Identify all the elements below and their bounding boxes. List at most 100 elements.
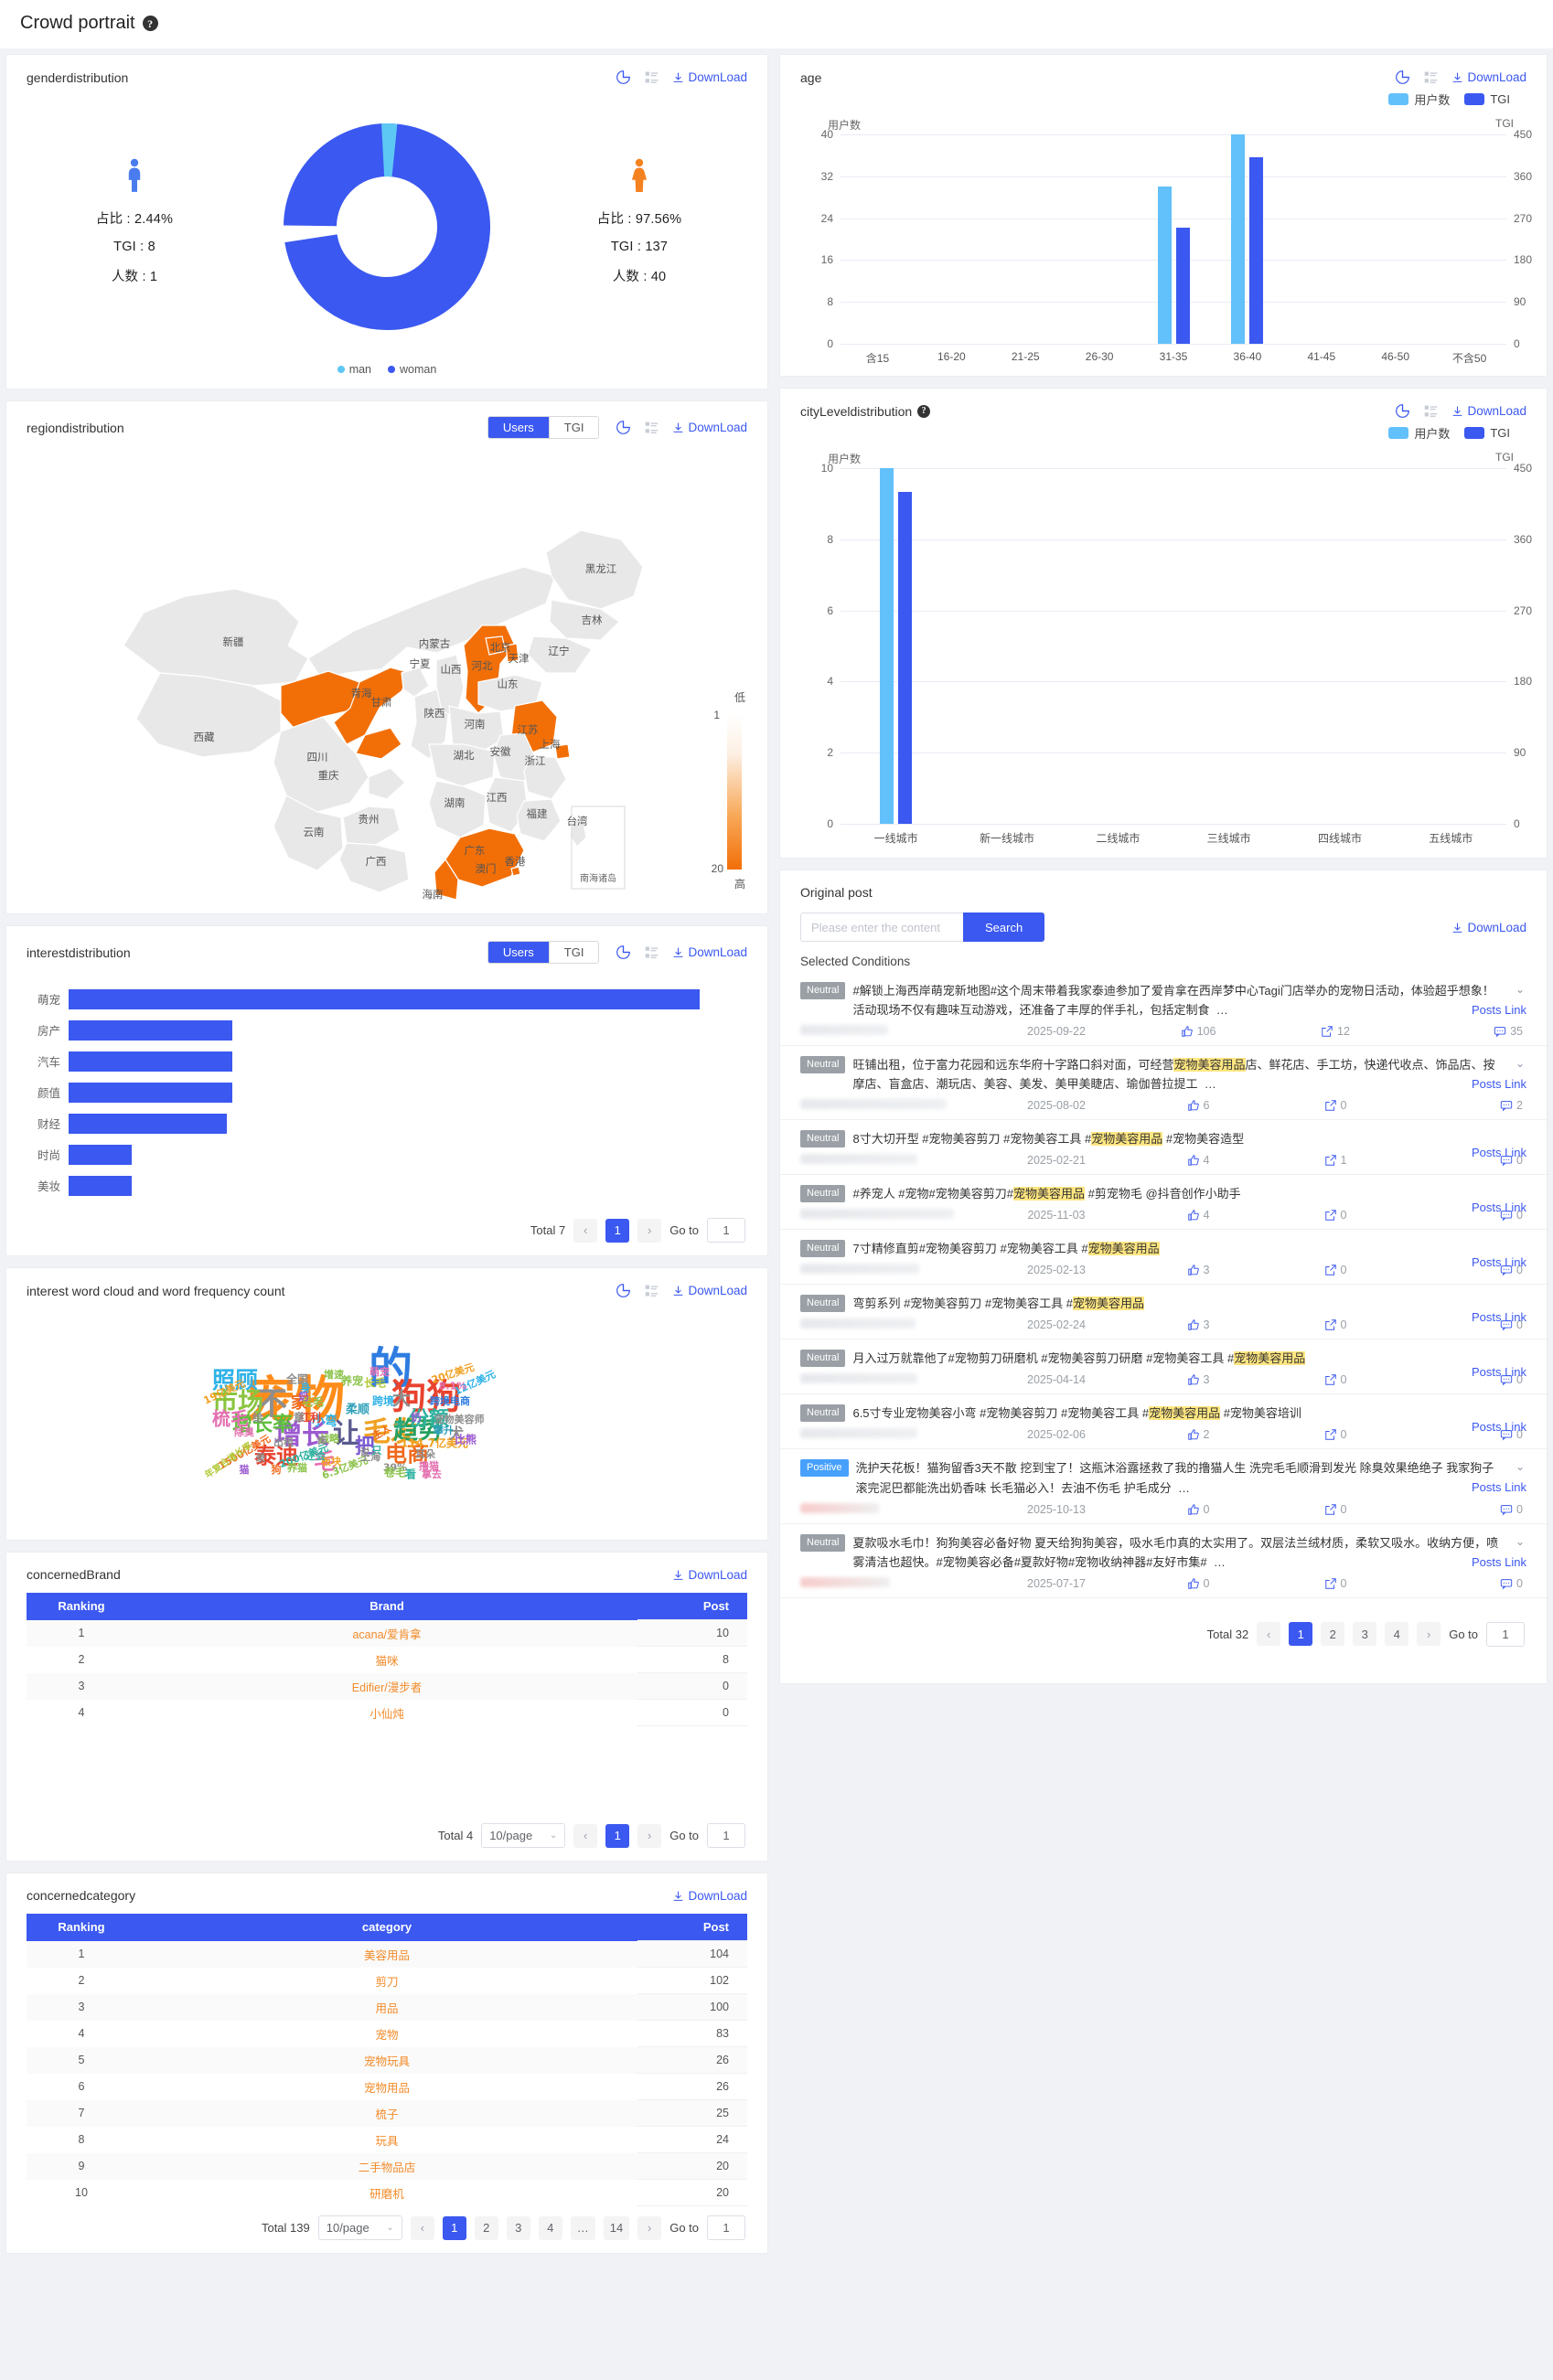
post-item[interactable]: Positive 洗护天花板！猫狗留香3天不散 挖到宝了！这瓶沐浴露拯救了我的撸… — [780, 1449, 1547, 1524]
bar-TGI[interactable] — [1249, 157, 1264, 344]
cell-category[interactable]: 梳子 — [136, 2099, 637, 2127]
like-stat[interactable]: 3 — [1130, 1373, 1267, 1386]
cell-category[interactable]: 二手物品店 — [136, 2152, 637, 2180]
table-row[interactable]: 8 玩具 24 — [27, 2126, 747, 2153]
list-view-icon[interactable] — [1423, 403, 1439, 419]
word-cloud-word[interactable]: 卷毛 — [383, 1466, 407, 1479]
list-view-icon[interactable] — [644, 1283, 659, 1298]
chevron-down-icon[interactable]: ⌄ — [1515, 983, 1525, 996]
page-button-1[interactable]: 1 — [1289, 1622, 1313, 1647]
interest-bar[interactable] — [69, 1144, 132, 1165]
comment-stat[interactable]: 35 — [1404, 1025, 1526, 1038]
word-cloud-word[interactable]: 跨境 — [371, 1394, 395, 1408]
word-cloud-word[interactable]: 市场 — [211, 1387, 264, 1417]
tab-tgi[interactable]: TGI — [549, 942, 599, 963]
share-stat[interactable]: 0 — [1267, 1099, 1404, 1112]
like-stat[interactable]: 106 — [1130, 1025, 1267, 1038]
word-cloud-word[interactable]: 拿去 — [422, 1468, 442, 1480]
word-cloud-word[interactable]: 宠物 — [246, 1371, 345, 1429]
prev-page-button[interactable]: ‹ — [573, 1218, 598, 1243]
page-button-3[interactable]: 3 — [506, 2215, 530, 2240]
download-button[interactable]: DownLoad — [672, 1284, 747, 1297]
word-cloud-word[interactable]: 还会 — [305, 1450, 326, 1462]
chevron-down-icon[interactable]: ⌄ — [1515, 1460, 1525, 1474]
word-cloud-word[interactable]: 家 — [291, 1393, 307, 1413]
table-row[interactable]: 4 小仙炖 0 — [27, 1699, 747, 1726]
post-item[interactable]: Neutral 8寸大切开型 #宠物美容剪刀 #宠物美容工具 #宠物美容用品 #… — [780, 1120, 1547, 1176]
word-cloud-word[interactable]: 8.1% — [438, 1380, 467, 1393]
word-cloud-word[interactable]: 战略 — [319, 1433, 339, 1445]
comment-stat[interactable]: 0 — [1404, 1264, 1526, 1276]
legend-item-woman[interactable]: woman — [388, 363, 436, 376]
comment-stat[interactable]: 0 — [1404, 1503, 1526, 1516]
word-cloud-word[interactable]: 说 — [359, 1446, 370, 1458]
like-stat[interactable]: 4 — [1130, 1209, 1267, 1222]
legend-item-tgi[interactable]: TGI — [1464, 426, 1510, 440]
share-stat[interactable]: 0 — [1267, 1264, 1404, 1276]
interest-bar[interactable] — [69, 1051, 233, 1072]
word-cloud-word[interactable]: 狗狗 — [391, 1376, 462, 1417]
post-item[interactable]: Neutral #养宠人 #宠物#宠物美容剪刀#宠物美容用品 #剪宠物毛 @抖音… — [780, 1175, 1547, 1231]
comment-stat[interactable]: 0 — [1404, 1577, 1526, 1590]
word-cloud-word[interactable]: 狗 — [271, 1464, 282, 1476]
word-cloud-word[interactable]: 养猫 — [287, 1462, 307, 1474]
tab-users[interactable]: Users — [487, 417, 550, 438]
share-stat[interactable]: 0 — [1267, 1503, 1404, 1516]
word-cloud-word[interactable]: 饰 — [316, 1435, 327, 1446]
goto-input[interactable]: 1 — [707, 2215, 745, 2240]
table-row[interactable]: 4 宠物 83 — [27, 2020, 747, 2047]
page-button-1[interactable]: 1 — [605, 1823, 630, 1848]
table-row[interactable]: 7 梳子 25 — [27, 2099, 747, 2127]
post-item[interactable]: Neutral 6.5寸专业宠物美容小弯 #宠物美容剪刀 #宠物美容工具 #宠物… — [780, 1394, 1547, 1450]
word-cloud-word[interactable]: 萌宠 — [370, 1366, 390, 1378]
page-button-2[interactable]: 2 — [474, 2215, 498, 2240]
word-cloud-word[interactable]: 大 — [392, 1387, 411, 1410]
list-view-icon[interactable] — [1423, 69, 1439, 85]
share-stat[interactable]: 0 — [1267, 1318, 1404, 1331]
table-row[interactable]: 1 美容用品 104 — [27, 1940, 747, 1968]
word-cloud-word[interactable]: 攀升 — [434, 1425, 454, 1436]
next-page-button[interactable]: › — [637, 1823, 662, 1848]
cell-category[interactable]: 宠物 — [375, 2028, 399, 2042]
download-button[interactable]: DownLoad — [672, 70, 747, 84]
word-cloud-word[interactable]: 的 — [368, 1343, 413, 1394]
download-button[interactable]: DownLoad — [1451, 70, 1526, 84]
goto-input[interactable]: 1 — [707, 1823, 745, 1848]
word-cloud-word[interactable]: 毛 — [314, 1448, 336, 1475]
chevron-down-icon[interactable]: ⌄ — [1515, 1057, 1525, 1071]
question-circle-icon[interactable]: ? — [142, 16, 158, 31]
cell-category[interactable]: 剪刀 — [375, 1975, 399, 1989]
cell-category[interactable]: 美容用品 — [136, 1940, 637, 1968]
word-cloud-word[interactable]: 猫 — [239, 1464, 250, 1476]
download-button[interactable]: DownLoad — [672, 945, 747, 959]
word-cloud-word[interactable]: 长毛 — [363, 1376, 387, 1390]
table-row[interactable]: 2 猫咪 8 — [27, 1646, 747, 1673]
word-cloud-word[interactable]: 趋势 — [393, 1416, 443, 1446]
word-cloud-word[interactable]: 录 — [255, 1452, 266, 1464]
posts-link[interactable]: Posts Link — [1472, 1554, 1526, 1569]
page-button-1[interactable]: 1 — [605, 1218, 630, 1243]
metric-toggle[interactable]: Users TGI — [487, 416, 600, 439]
pie-chart-icon[interactable] — [616, 1283, 631, 1298]
posts-link[interactable]: Posts Link — [1472, 1420, 1526, 1435]
posts-link[interactable]: Posts Link — [1472, 1365, 1526, 1380]
word-cloud-word[interactable]: 增速 — [324, 1369, 344, 1381]
goto-input[interactable]: 1 — [707, 1218, 745, 1243]
word-cloud-word[interactable]: 114.7亿美元 — [401, 1436, 468, 1450]
bar-用户数[interactable] — [1157, 187, 1172, 344]
legend-item-users[interactable]: 用户数 — [1388, 424, 1450, 442]
cell-brand[interactable]: 猫咪 — [375, 1654, 399, 1668]
page-button-…[interactable]: … — [570, 2215, 595, 2240]
word-cloud-word[interactable]: 上海 — [360, 1451, 380, 1463]
prev-page-button[interactable]: ‹ — [573, 1823, 598, 1848]
word-cloud-word[interactable]: 奶 — [298, 1391, 309, 1403]
word-cloud-word[interactable]: 让 — [333, 1418, 360, 1450]
table-row[interactable]: 3 Edifier/漫步者 0 — [27, 1672, 747, 1700]
word-cloud-word[interactable]: 宠物美容师 — [434, 1414, 485, 1425]
page-button-4[interactable]: 4 — [538, 2215, 562, 2240]
post-item[interactable]: Neutral 弯剪系列 #宠物美容剪刀 #宠物美容工具 #宠物美容用品 ⌄ P… — [780, 1285, 1547, 1340]
share-stat[interactable]: 1 — [1267, 1154, 1404, 1167]
question-circle-icon[interactable]: ? — [917, 404, 931, 418]
interest-bar[interactable] — [69, 1175, 132, 1196]
word-cloud-word[interactable]: 毛毛 — [301, 1395, 325, 1409]
